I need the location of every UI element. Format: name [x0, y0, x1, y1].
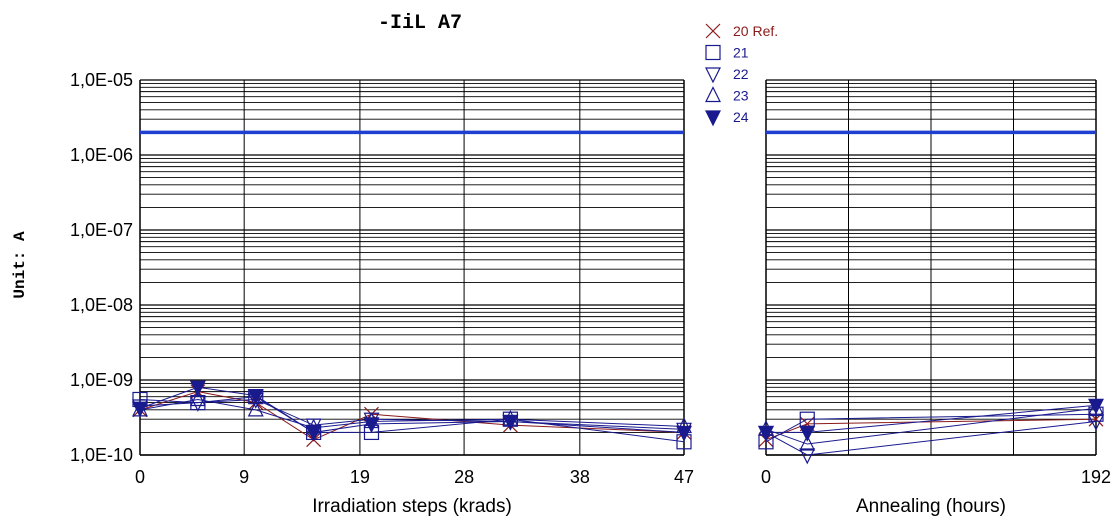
data-point: [363, 417, 380, 434]
legend-item: 22: [705, 66, 749, 84]
data-point: [1088, 398, 1104, 415]
series-line: [765, 420, 1097, 456]
data-point: [799, 448, 816, 465]
plot-panels: 0 9 19 28 38 47 Irradiation steps (krads) 0 192 A…: [70, 70, 1111, 517]
x-tick-label: 47: [674, 467, 694, 487]
y-axis-label: Unit: A: [11, 231, 29, 299]
chart-title: -IiL A7: [378, 12, 462, 35]
legend-marker: [705, 86, 721, 103]
legend-label: 21: [733, 45, 749, 61]
data-point: [247, 388, 264, 405]
data-point: [189, 395, 206, 412]
series-line: [765, 407, 1097, 445]
legend-label: 24: [733, 109, 749, 125]
legend-marker: [705, 110, 721, 127]
y-tick-label: 1,0E-10: [70, 445, 133, 465]
x-axis-label: Annealing (hours): [856, 496, 1006, 517]
y-tick-label: 1,0E-08: [70, 295, 133, 315]
y-tick-label: 1,0E-07: [70, 220, 133, 240]
data-point: [189, 380, 206, 397]
legend-label: 20 Ref.: [733, 23, 778, 39]
legend-label: 23: [733, 88, 749, 104]
x-axis-label: Irradiation steps (krads): [312, 496, 512, 517]
data-point: [799, 425, 816, 442]
data-point: [502, 414, 519, 431]
x-tick-label: 0: [135, 467, 145, 487]
legend-marker: [705, 44, 721, 61]
y-tick-label: 1,0E-06: [70, 145, 133, 165]
y-tick-label: 1,0E-05: [70, 70, 133, 90]
x-tick-label: 38: [570, 467, 590, 487]
x-tick-label: 9: [239, 467, 249, 487]
panel-annealing: 0 192 Annealing (hours): [758, 79, 1111, 517]
x-tick-label: 28: [454, 467, 474, 487]
series-22: [132, 392, 692, 439]
data-point: [799, 434, 816, 451]
series-24: [758, 398, 1104, 442]
data-point: [247, 400, 264, 417]
data-point: [758, 425, 774, 442]
legend-marker: [705, 67, 721, 84]
data-point: [676, 425, 692, 442]
data-point: [189, 390, 206, 407]
legend-label: 22: [733, 66, 749, 82]
legend-marker: [705, 23, 721, 39]
legend: 20 Ref. 21 22 23 24: [705, 23, 778, 127]
data-point: [305, 425, 322, 442]
legend-item: 23: [705, 86, 749, 104]
legend-item: 20 Ref.: [705, 23, 778, 39]
legend-item: 24: [705, 109, 749, 127]
series-20-ref-: [132, 384, 692, 448]
x-tick-label: 0: [761, 467, 771, 487]
x-tick-label: 19: [350, 467, 370, 487]
panel-irradiation: 0 9 19 28 38 47 Irradiation steps (krads): [132, 79, 694, 517]
data-point: [1088, 414, 1104, 431]
legend-item: 21: [705, 44, 749, 61]
data-point: [132, 401, 148, 418]
series-24: [132, 380, 692, 442]
y-tick-label: 1,0E-09: [70, 370, 133, 390]
x-tick-label: 192: [1081, 467, 1111, 487]
